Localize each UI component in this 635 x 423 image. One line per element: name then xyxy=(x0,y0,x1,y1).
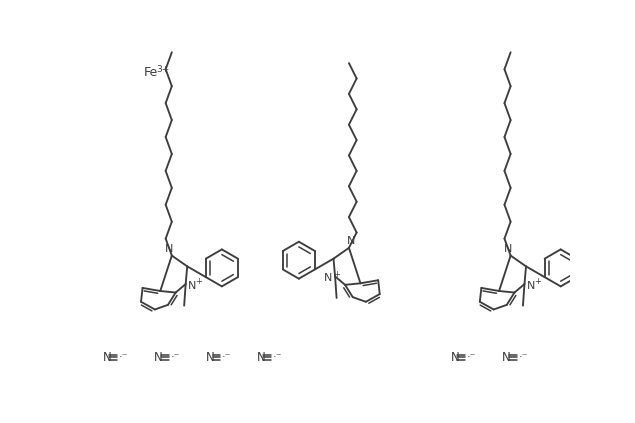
Text: N: N xyxy=(502,351,511,364)
Text: ·⁻: ·⁻ xyxy=(222,352,231,362)
Text: N: N xyxy=(102,351,111,364)
Text: N: N xyxy=(451,351,459,364)
Text: ·⁻: ·⁻ xyxy=(170,352,180,362)
Text: N: N xyxy=(188,280,196,291)
Text: N: N xyxy=(527,280,535,291)
Text: N: N xyxy=(206,351,215,364)
Text: +: + xyxy=(534,277,540,286)
Text: N: N xyxy=(257,351,265,364)
Text: +: + xyxy=(195,277,202,286)
Text: N: N xyxy=(347,236,356,246)
Text: N: N xyxy=(154,351,163,364)
Text: 3+: 3+ xyxy=(156,65,170,74)
Text: +: + xyxy=(333,269,340,279)
Text: ·⁻: ·⁻ xyxy=(467,352,476,362)
Text: ·⁻: ·⁻ xyxy=(518,352,528,362)
Text: N: N xyxy=(504,244,512,254)
Text: Fe: Fe xyxy=(144,66,158,79)
Text: N: N xyxy=(165,244,174,254)
Text: ·⁻: ·⁻ xyxy=(272,352,282,362)
Text: ·⁻: ·⁻ xyxy=(119,352,128,362)
Text: N: N xyxy=(324,273,333,283)
